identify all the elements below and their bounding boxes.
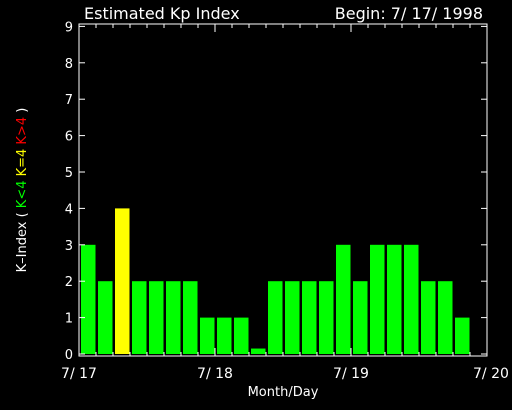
kp-bar (81, 244, 96, 354)
y-ticks-group: 0 1 2 3 4 5 6 7 8 9 (65, 20, 487, 363)
kp-bar (336, 244, 351, 354)
y-tick-label: 0 (65, 348, 73, 363)
kp-bar (302, 281, 317, 354)
kp-bar (251, 348, 266, 354)
y-label-suffix: ) (15, 108, 30, 117)
y-label-prefix: K–Index ( (15, 208, 30, 272)
x-ticks-group: 7/ 17 7/ 18 7/ 19 7/ 20 (61, 24, 509, 382)
kp-bar (183, 281, 198, 354)
y-label-key: K>4 (15, 117, 30, 145)
y-label-key: K=4 (15, 145, 30, 177)
x-tick-label: 7/ 18 (197, 366, 233, 382)
kp-bar (98, 281, 113, 354)
kp-bar (438, 281, 453, 354)
y-tick-label: 1 (65, 312, 73, 327)
y-label-key: K<4 (15, 176, 30, 208)
begin-date-label: Begin: 7/ 17/ 1998 (335, 4, 483, 23)
y-tick-label: 6 (65, 130, 73, 145)
kp-bar (200, 317, 215, 354)
x-tick-label: 7/ 19 (333, 366, 369, 382)
kp-bar (319, 281, 334, 354)
kp-bar (132, 281, 147, 354)
kp-bar (404, 244, 419, 354)
kp-bar (166, 281, 181, 354)
x-axis-label: Month/Day (248, 385, 319, 400)
kp-bar (217, 317, 232, 354)
kp-bar (285, 281, 300, 354)
kp-bar (370, 244, 385, 354)
x-tick-label: 7/ 17 (61, 366, 97, 382)
y-axis-label: K–Index ( K<4 K=4 K>4 ) (15, 108, 30, 273)
kp-bar (353, 281, 368, 354)
kp-bar (455, 317, 470, 354)
x-tick-label: 7/ 20 (473, 366, 509, 382)
y-tick-label: 9 (65, 20, 73, 35)
y-tick-label: 3 (65, 239, 73, 254)
y-tick-label: 4 (65, 202, 73, 217)
kp-bar (234, 317, 249, 354)
bars-group (81, 208, 470, 354)
y-tick-label: 2 (65, 275, 73, 290)
kp-bar (387, 244, 402, 354)
kp-bar (115, 208, 130, 354)
kp-bar (421, 281, 436, 354)
chart-title: Estimated Kp Index (84, 4, 240, 23)
y-tick-label: 7 (65, 93, 73, 108)
y-tick-label: 5 (65, 166, 73, 181)
kp-bar (149, 281, 164, 354)
y-tick-label: 8 (65, 57, 73, 72)
kp-bar (268, 281, 283, 354)
